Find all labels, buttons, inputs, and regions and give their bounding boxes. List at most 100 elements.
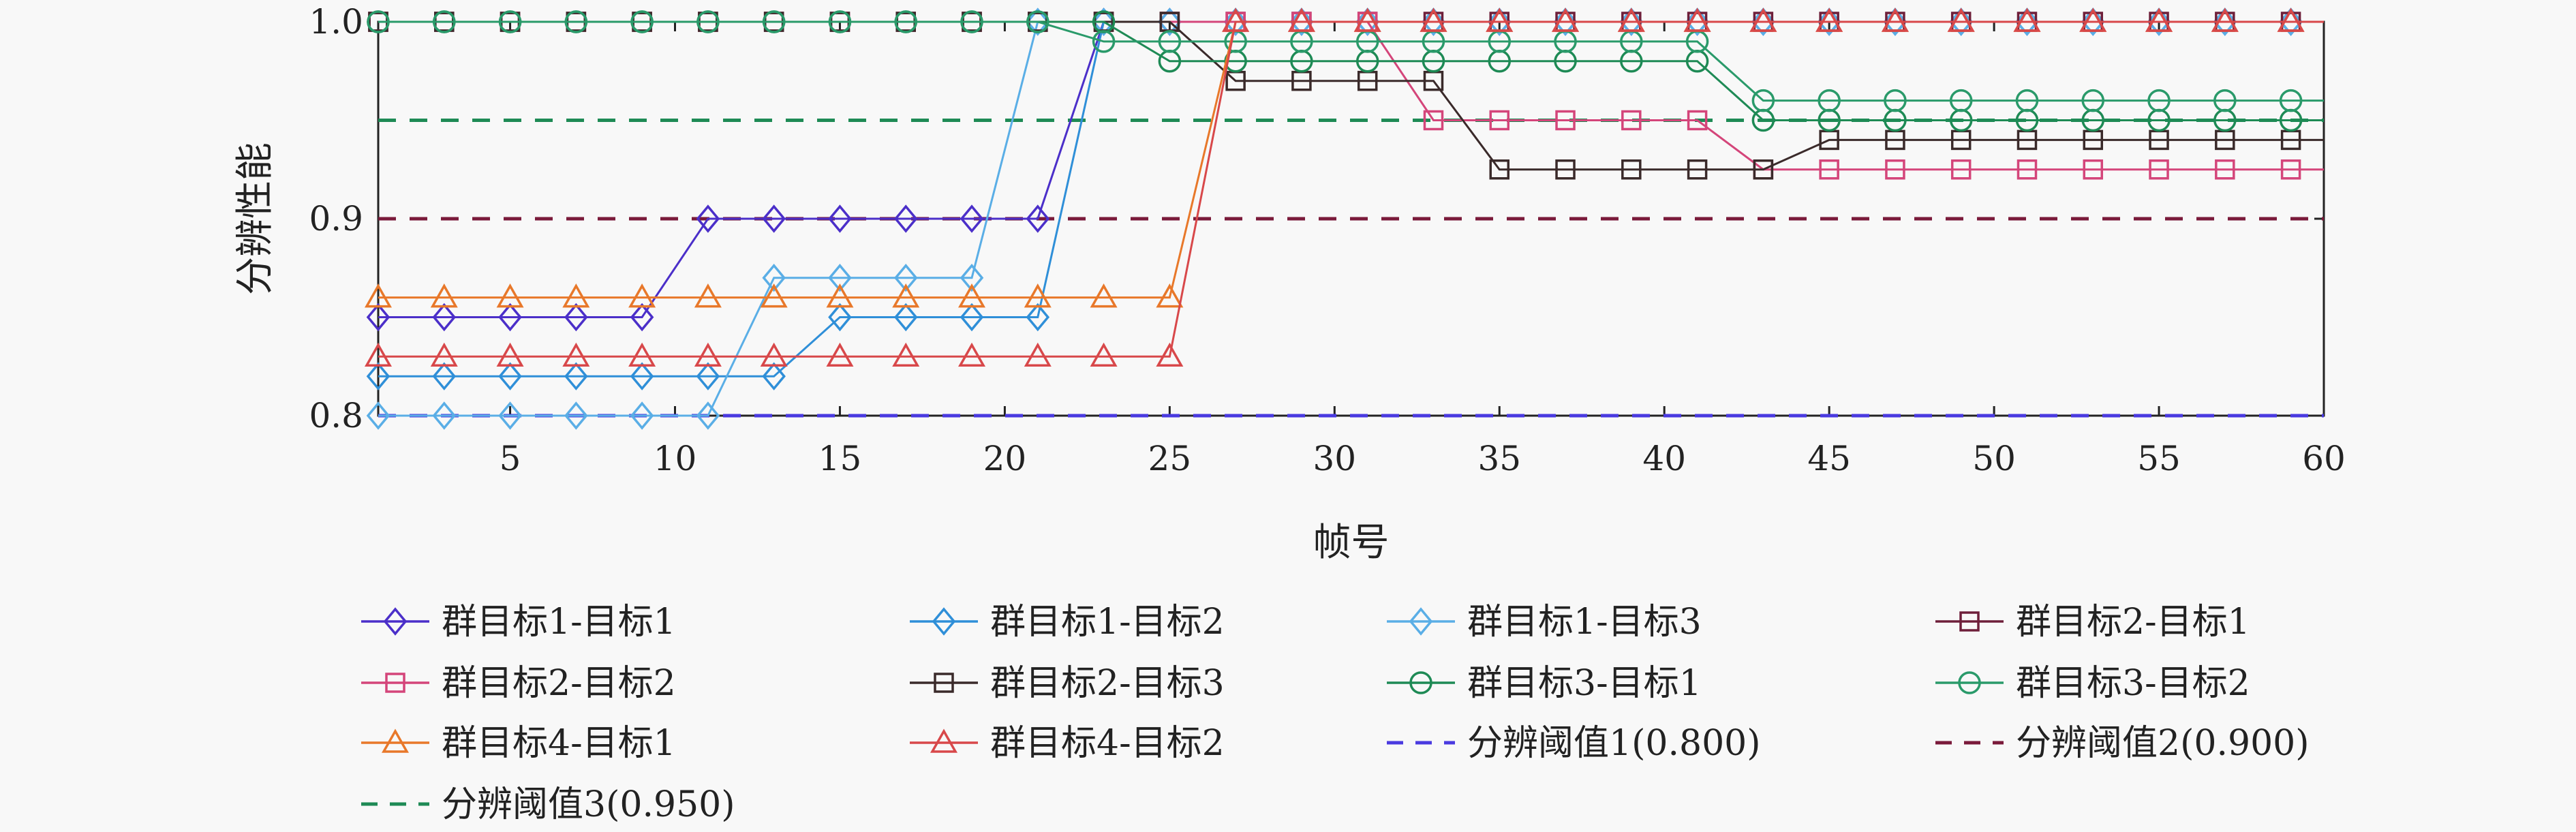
series-marker — [2079, 7, 2107, 32]
series-marker — [1156, 342, 1184, 367]
series-marker — [1617, 7, 1645, 32]
legend-label: 群目标1-目标3 — [1467, 602, 1702, 643]
series-marker — [1687, 159, 1708, 180]
series-marker — [630, 10, 654, 33]
series-marker — [1883, 7, 1907, 36]
series-marker — [1486, 7, 1514, 32]
legend-swatch-marker — [932, 607, 956, 636]
x-tick-label: 20 — [983, 439, 1027, 478]
legend-swatch-marker — [1409, 607, 1433, 636]
series-marker — [1223, 7, 1248, 36]
legend-item: 分辨阈值2(0.900) — [1935, 723, 2310, 764]
series-marker — [1817, 7, 1841, 36]
series-marker — [630, 362, 654, 390]
series-marker — [694, 342, 722, 367]
series-marker — [1884, 89, 1907, 112]
series-marker — [1092, 30, 1116, 53]
series-marker — [1683, 7, 1711, 32]
legend-label: 分辨阈值1(0.800) — [1467, 723, 1761, 764]
series-marker — [564, 10, 588, 33]
series-marker — [1949, 7, 1973, 36]
series-marker — [1751, 89, 1775, 112]
series-marker — [496, 283, 524, 308]
legend-swatch-marker — [383, 607, 408, 636]
series-line — [378, 20, 2324, 358]
series-marker — [2083, 159, 2104, 180]
x-axis-label: 帧号 — [1313, 521, 1390, 565]
legend-label: 群目标1-目标1 — [442, 602, 676, 643]
series-marker — [2215, 159, 2235, 180]
series-marker — [1026, 303, 1050, 332]
series-marker — [498, 10, 522, 33]
y-axis-label: 分辨性能 — [233, 142, 277, 295]
series-marker — [498, 401, 522, 430]
legend-swatch-marker — [930, 728, 958, 753]
series-marker — [1026, 10, 1049, 33]
legend-item: 群目标2-目标1 — [1935, 602, 2250, 643]
series-marker — [628, 283, 656, 308]
series-marker — [1156, 283, 1184, 308]
legend-label: 群目标4-目标2 — [990, 723, 1225, 764]
series-marker — [1090, 342, 1118, 367]
series-marker — [828, 263, 852, 292]
series-marker — [432, 303, 457, 332]
series-line — [378, 20, 2324, 171]
series-marker — [1819, 159, 1839, 180]
series-marker — [892, 283, 920, 308]
x-tick-label: 35 — [1477, 439, 1521, 478]
series-marker — [1024, 283, 1052, 308]
series-marker — [1885, 159, 1905, 180]
series-marker — [1815, 7, 1843, 32]
series-marker — [2013, 7, 2041, 32]
series-marker — [2277, 7, 2305, 32]
series-marker — [1026, 7, 1050, 36]
series-marker — [432, 401, 457, 430]
legend-item: 群目标1-目标1 — [361, 602, 676, 643]
series-marker — [2213, 7, 2237, 36]
series-marker — [1487, 7, 1512, 36]
legend-swatch-marker — [385, 673, 405, 693]
series-marker — [367, 10, 390, 33]
series-marker — [893, 263, 918, 292]
series-marker — [958, 283, 986, 308]
series-marker — [1619, 7, 1644, 36]
series-marker — [762, 204, 786, 233]
series-marker — [1753, 159, 1774, 180]
series-marker — [694, 283, 722, 308]
series-marker — [564, 401, 588, 430]
series-marker — [1092, 7, 1116, 36]
series-marker — [960, 303, 984, 332]
series-marker — [1555, 159, 1576, 180]
plot-area: 5 10 15 20 25 30 35 40 45 50 55 60 0.8 0.9 1.0 — [309, 2, 2345, 478]
series-marker — [2015, 7, 2039, 36]
series-marker — [433, 10, 456, 33]
series-marker — [696, 401, 720, 430]
series-line — [378, 20, 2324, 102]
series-marker — [2279, 7, 2303, 36]
series-marker — [893, 204, 918, 233]
series-marker — [2147, 89, 2171, 112]
series-marker — [1751, 7, 1775, 36]
series-marker — [1685, 7, 1709, 36]
y-tick-label: 0.9 — [309, 199, 363, 238]
series-marker — [2017, 159, 2038, 180]
legend-label: 分辨阈值3(0.950) — [442, 784, 735, 825]
series-marker — [828, 204, 852, 233]
series-marker — [630, 401, 654, 430]
series-marker — [2280, 159, 2301, 180]
series-marker — [366, 362, 390, 390]
series-marker — [696, 10, 720, 33]
legend: 群目标1-目标1 群目标1-目标2 群目标1-目标3 群目标2-目标1 群目标2-目标2… — [361, 602, 2310, 825]
legend-label: 群目标3-目标1 — [1467, 663, 1702, 704]
series-marker — [2211, 7, 2239, 32]
series-marker — [958, 342, 986, 367]
series-marker — [2015, 89, 2039, 112]
series-marker — [2147, 7, 2171, 36]
x-tick-label: 60 — [2302, 439, 2346, 478]
x-tick-label: 55 — [2137, 439, 2181, 478]
series-marker — [432, 362, 457, 390]
series-marker — [430, 283, 458, 308]
series-marker — [562, 283, 590, 308]
legend-label: 群目标4-目标1 — [442, 723, 676, 764]
